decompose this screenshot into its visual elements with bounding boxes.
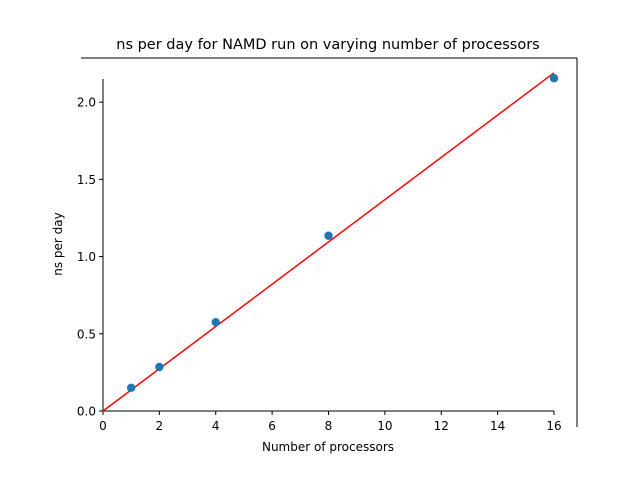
data-point — [324, 231, 333, 240]
plot-series — [102, 72, 559, 412]
fit-line — [102, 72, 555, 412]
y-tick-label: 1.0 — [77, 250, 96, 264]
x-ticks: 0 2 4 6 8 10 12 14 16 — [99, 411, 562, 433]
y-tick-label: 0.5 — [77, 327, 96, 341]
x-tick-label: 8 — [325, 419, 333, 433]
x-tick-label: 12 — [434, 419, 449, 433]
y-tick-label: 2.0 — [77, 96, 96, 110]
x-tick-label: 2 — [156, 419, 164, 433]
y-ticks: 0.0 0.5 1.0 1.5 2.0 — [77, 96, 103, 419]
data-point — [126, 383, 136, 393]
y-tick-label: 1.5 — [77, 173, 96, 187]
chart-title: ns per day for NAMD run on varying numbe… — [116, 37, 539, 53]
x-tick-label: 6 — [268, 419, 276, 433]
x-axis-label: Number of processors — [262, 440, 394, 454]
x-tick-label: 14 — [490, 419, 505, 433]
x-tick-label: 16 — [546, 419, 561, 433]
y-tick-label: 0.0 — [77, 405, 96, 419]
x-tick-label: 0 — [99, 419, 107, 433]
x-tick-label: 4 — [212, 419, 220, 433]
x-tick-label: 10 — [377, 419, 392, 433]
data-point — [155, 362, 164, 372]
y-axis-label: ns per day — [51, 212, 65, 276]
data-point — [211, 318, 220, 327]
data-point — [549, 74, 559, 83]
